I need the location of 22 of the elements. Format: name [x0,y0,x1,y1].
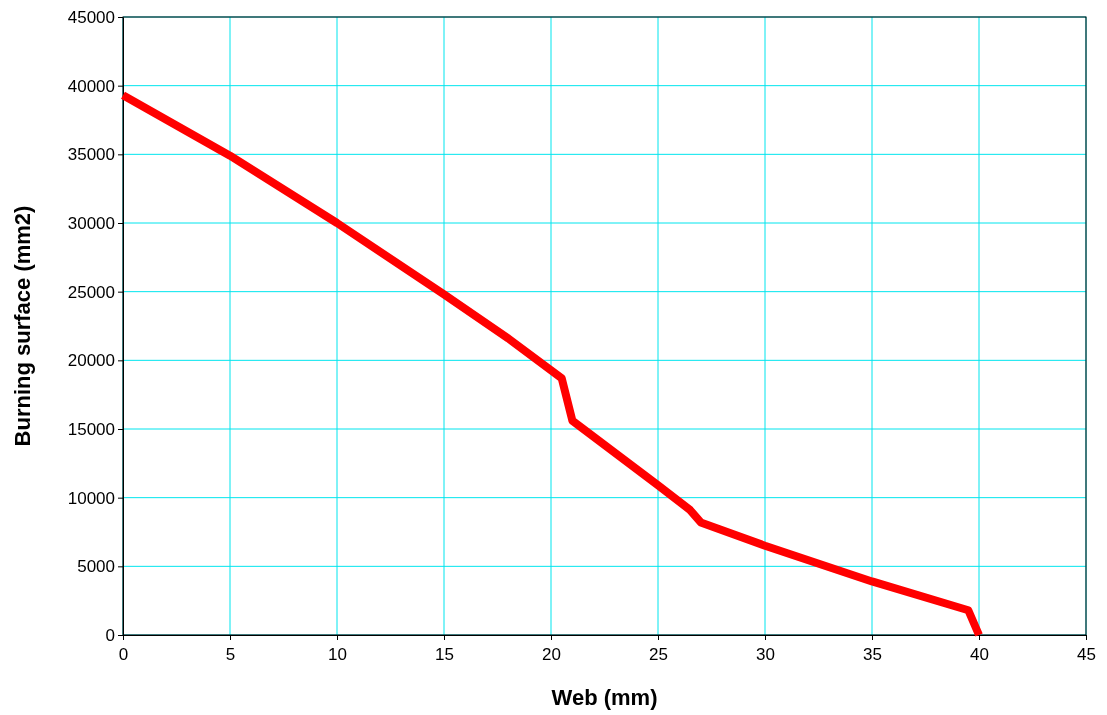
y-tick-label: 45000 [67,7,115,27]
x-tick-label: 30 [756,645,775,664]
x-tick-label: 0 [118,645,129,664]
x-tick-label: 20 [542,645,561,664]
x-tick-label: 40 [970,645,989,664]
y-tick-label: 25000 [67,282,115,302]
y-tick-label: 10000 [67,488,115,508]
y-tick-label: 5000 [77,557,115,577]
x-tick-label: 15 [435,645,454,664]
x-axis-title: Web (mm) [551,685,658,710]
y-tick-label: 30000 [67,213,115,233]
y-tick-label: 35000 [67,145,115,165]
y-tick-label: 15000 [67,419,115,439]
x-tick-label: 45 [1077,645,1096,664]
y-tick-label: 20000 [67,351,115,371]
x-tick-label: 10 [328,645,347,664]
x-tick-label: 25 [649,645,668,664]
x-tick-label: 35 [863,645,882,664]
y-tick-label: 0 [105,625,115,645]
y-tick-label: 40000 [67,76,115,96]
x-tick-label: 5 [225,645,236,664]
y-axis-title: Burning surface (mm2) [10,205,35,447]
